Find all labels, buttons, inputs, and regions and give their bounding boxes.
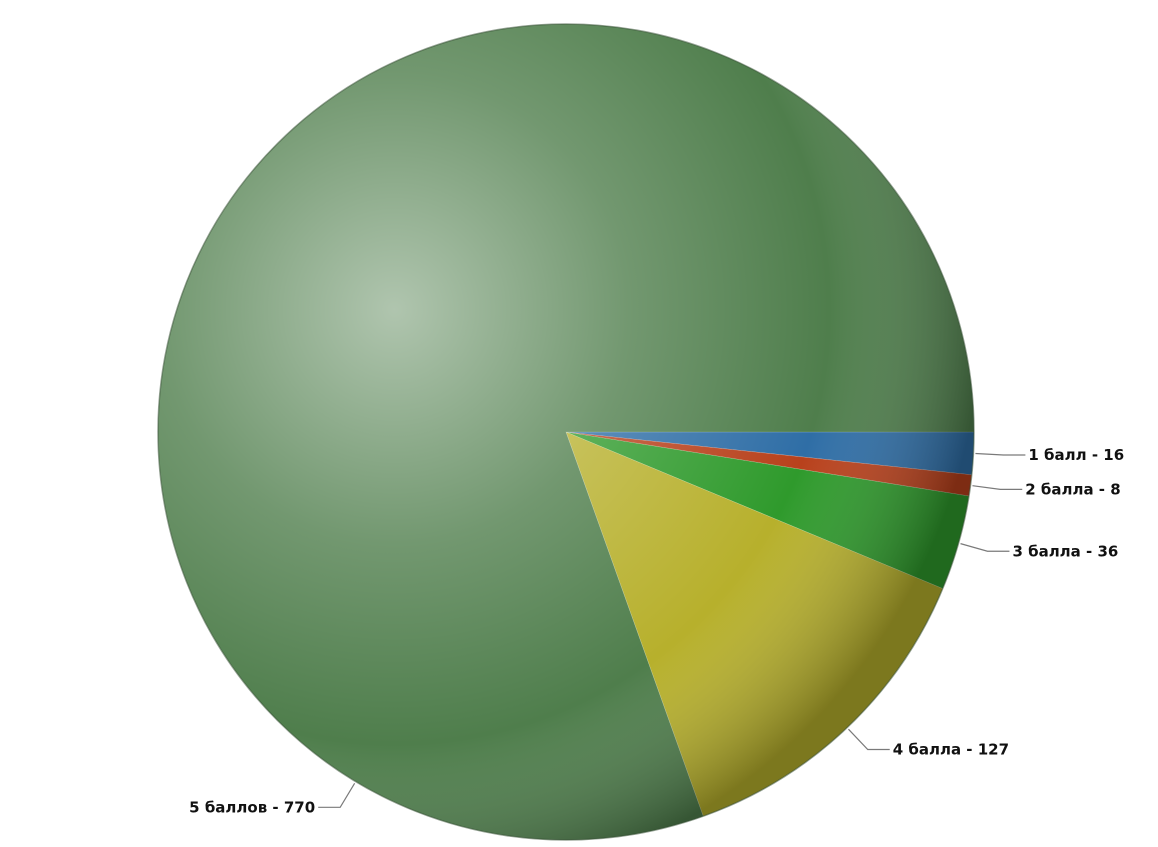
slice-label-2: 2 балла - 8 <box>1025 480 1120 498</box>
leader-line-2 <box>972 485 1023 490</box>
leader-line-5 <box>318 783 356 808</box>
slice-label-3: 3 балла - 36 <box>1012 542 1118 560</box>
slice-label-5: 5 баллов - 770 <box>189 798 315 816</box>
slice-label-4: 4 балла - 127 <box>893 740 1009 758</box>
leader-lines <box>318 452 1026 808</box>
leader-line-3 <box>960 543 1010 552</box>
slice-labels: 1 балл - 16 2 балла - 8 3 балла - 36 4 б… <box>189 446 1124 816</box>
leader-line-4 <box>848 728 890 751</box>
slice-label-1: 1 балл - 16 <box>1028 446 1124 464</box>
pie-slices <box>157 23 975 841</box>
leader-line-1 <box>975 452 1026 456</box>
